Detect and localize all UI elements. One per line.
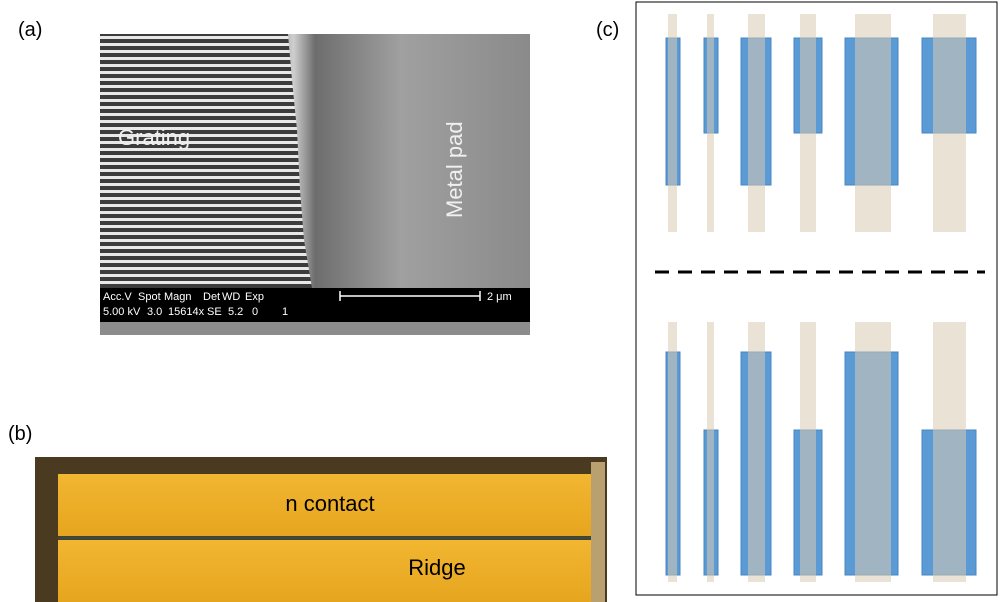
- info-header: Magn: [164, 291, 192, 303]
- ridge-strip: [668, 322, 677, 582]
- info-value: 15614x: [168, 306, 205, 318]
- panel-label: (a): [18, 19, 42, 41]
- ridge-strip: [855, 322, 891, 582]
- figure: (a) Grating Metal pad Acc.V SpotMagn DetWD…: [0, 0, 1000, 602]
- info-header: Det: [203, 291, 220, 303]
- info-value: SE: [207, 306, 222, 318]
- info-value: 5.00 kV: [103, 306, 141, 318]
- ridge-strip: [707, 322, 714, 582]
- ridge-strip: [800, 322, 816, 582]
- scale-bar-label: 2 μm: [487, 291, 512, 303]
- ridge-strip: [668, 14, 677, 232]
- ridge-label: Ridge: [408, 555, 465, 580]
- ridge-strip: [933, 14, 966, 232]
- info-header: WD: [222, 291, 240, 303]
- ridge-strip: [855, 14, 891, 232]
- info-value: 0: [252, 306, 258, 318]
- ridge-strip: [748, 322, 765, 582]
- grating-label: Grating: [118, 125, 190, 150]
- info-header: Exp: [245, 291, 264, 303]
- ridge-strip: [800, 14, 816, 232]
- info-header: Acc.V: [103, 291, 132, 303]
- panel-label: (c): [596, 19, 619, 41]
- n-contact-label: n contact: [285, 491, 374, 516]
- metal-pad-label: Metal pad: [442, 121, 467, 218]
- ridge-strip: [748, 14, 765, 232]
- ridge-strip: [933, 322, 966, 582]
- optical-image: [35, 457, 607, 602]
- info-header: Spot: [138, 291, 161, 303]
- info-value: 1: [282, 306, 288, 318]
- info-value: 5.2: [228, 306, 243, 318]
- info-value: 3.0: [147, 306, 162, 318]
- ridge-strip: [707, 14, 714, 232]
- panel-label: (b): [8, 423, 32, 445]
